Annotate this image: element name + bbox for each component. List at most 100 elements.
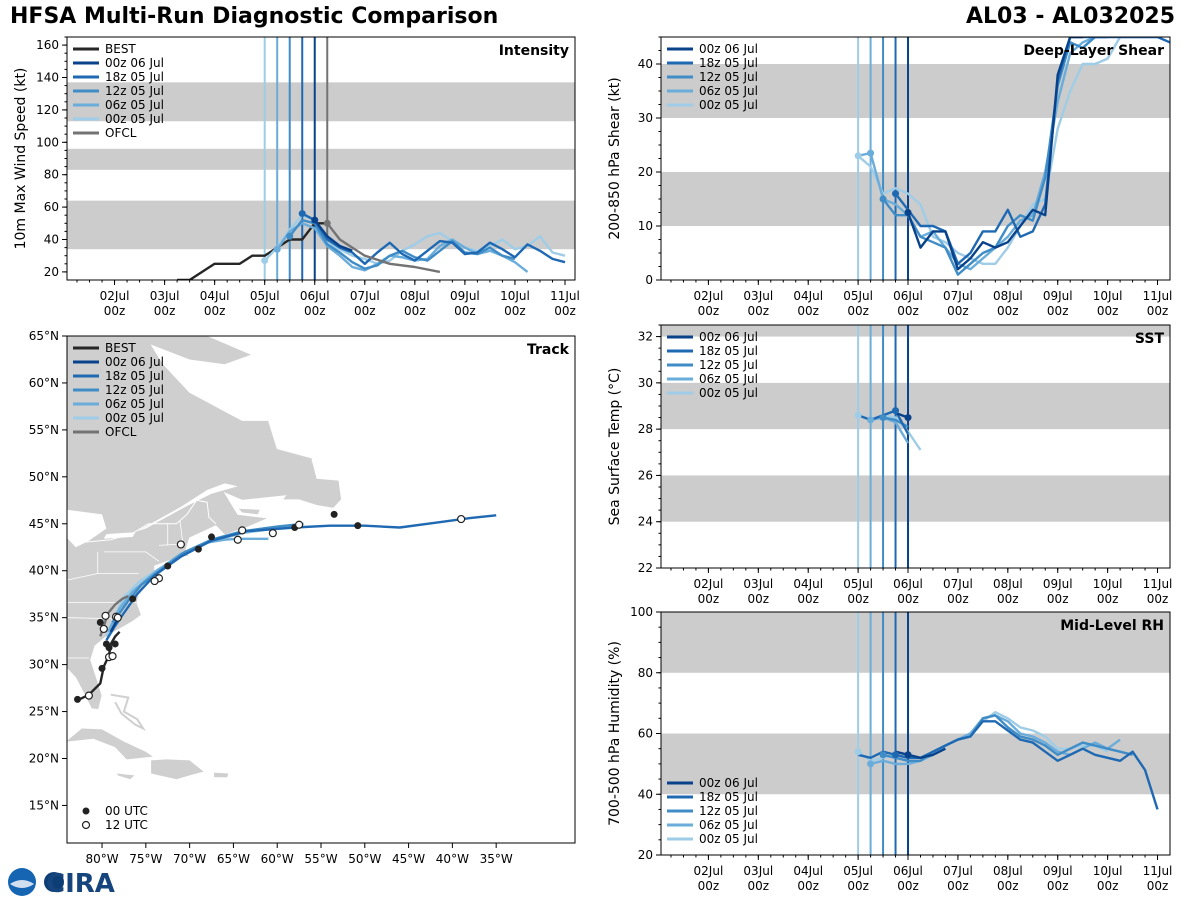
rh-xtick-hour: 00z bbox=[1147, 879, 1169, 893]
track-xtick-label: 50°W bbox=[348, 852, 381, 866]
shear-ytick-label: 20 bbox=[638, 165, 653, 179]
intensity-series-ofcl bbox=[326, 222, 441, 274]
sst-band-2 bbox=[661, 325, 1170, 337]
track-point-00utc bbox=[105, 644, 113, 652]
sst-xtick-hour: 00z bbox=[1097, 592, 1119, 605]
track-point-00utc bbox=[194, 545, 202, 553]
rh-ytick-label: 60 bbox=[638, 727, 653, 741]
rh-band-1 bbox=[661, 612, 1170, 673]
shear-xtick-hour: 00z bbox=[797, 304, 819, 318]
rh-legend-label-00z-05-jul: 00z 05 Jul bbox=[699, 832, 758, 846]
rh-xtick-hour: 00z bbox=[1047, 879, 1069, 893]
track-ytick-label: 60°N bbox=[29, 376, 59, 390]
sst-legend-label-12z-05-jul: 12z 05 Jul bbox=[699, 358, 758, 372]
intensity-legend-label-best: BEST bbox=[105, 42, 136, 56]
rh-xtick-day: 08Jul bbox=[993, 864, 1023, 878]
sst-xtick-hour: 00z bbox=[1047, 592, 1069, 605]
rh-xtick-day: 11Jul bbox=[1143, 864, 1173, 878]
track-point-12utc bbox=[176, 540, 185, 549]
sst-xtick-day: 05Jul bbox=[843, 577, 873, 591]
sst-band-1 bbox=[661, 382, 1170, 430]
jamaica-land bbox=[116, 773, 135, 780]
track-xtick-label: 80°W bbox=[85, 852, 118, 866]
intensity-ytick-label: 80 bbox=[44, 168, 59, 182]
track-point-00utc bbox=[74, 695, 82, 703]
sst-ytick-label: 26 bbox=[638, 468, 653, 482]
intensity-ytick-label: 120 bbox=[36, 103, 59, 117]
track-ytick-label: 65°N bbox=[29, 330, 59, 343]
sst-legend-label-18z-05-jul: 18z 05 Jul bbox=[699, 344, 758, 358]
sst-xtick-hour: 00z bbox=[897, 592, 919, 605]
legend-marker-12utc-icon bbox=[81, 820, 91, 830]
baffin-land bbox=[128, 336, 251, 365]
intensity-xtick-hour: 00z bbox=[404, 304, 426, 318]
shear-title: Deep-Layer Shear bbox=[1023, 43, 1164, 59]
rh-xtick-hour: 00z bbox=[1097, 879, 1119, 893]
rh-init-marker-00z-06-jul bbox=[904, 751, 912, 759]
track-point-12utc bbox=[99, 624, 108, 634]
shear-xtick-day: 10Jul bbox=[1093, 289, 1123, 303]
shear-xtick-hour: 00z bbox=[1147, 304, 1169, 318]
shear-xtick-day: 05Jul bbox=[843, 289, 873, 303]
shear-legend-label-06z-05-jul: 06z 05 Jul bbox=[699, 84, 758, 98]
track-ytick-label: 45°N bbox=[29, 517, 59, 531]
intensity-xtick-day: 11Jul bbox=[550, 289, 580, 303]
legend-marker-00utc-icon bbox=[82, 807, 90, 815]
intensity-xtick-day: 10Jul bbox=[500, 289, 530, 303]
track-point-00utc bbox=[98, 664, 106, 672]
track-ytick-label: 40°N bbox=[29, 564, 59, 578]
track-point-12utc bbox=[108, 652, 117, 661]
rh-legend-label-12z-05-jul: 12z 05 Jul bbox=[699, 804, 758, 818]
rh-legend-label-06z-05-jul: 06z 05 Jul bbox=[699, 818, 758, 832]
track-ytick-label: 20°N bbox=[29, 752, 59, 766]
sst-xtick-day: 03Jul bbox=[743, 577, 773, 591]
sst-legend-label-00z-05-jul: 00z 05 Jul bbox=[699, 386, 758, 400]
hispaniola-land bbox=[151, 759, 204, 780]
rh-ytick-label: 20 bbox=[638, 848, 653, 862]
sst-legend-label-06z-05-jul: 06z 05 Jul bbox=[699, 372, 758, 386]
shear-xtick-hour: 00z bbox=[947, 304, 969, 318]
track-title: Track bbox=[527, 342, 570, 358]
sst-xtick-day: 09Jul bbox=[1043, 577, 1073, 591]
rh-init-marker-18z-05-jul bbox=[892, 751, 900, 759]
sst-ylabel: Sea Surface Temp (°C) bbox=[607, 368, 623, 526]
track-legend-label-best: BEST bbox=[105, 341, 136, 355]
track-point-12utc bbox=[101, 611, 110, 620]
rh-xtick-day: 05Jul bbox=[843, 864, 873, 878]
rh-ylabel: 700-500 hPa Humidity (%) bbox=[607, 641, 623, 826]
sst-xtick-hour: 00z bbox=[997, 592, 1019, 605]
intensity-xtick-hour: 00z bbox=[204, 304, 226, 318]
shear-plot-area bbox=[661, 37, 1170, 280]
cira-globe-icon bbox=[44, 872, 64, 892]
shear-xtick-hour: 00z bbox=[698, 304, 720, 318]
intensity-xtick-day: 03Jul bbox=[150, 289, 180, 303]
track-xtick-label: 40°W bbox=[436, 852, 469, 866]
rh-series-00z-06-jul bbox=[895, 747, 946, 760]
track-xtick-label: 65°W bbox=[217, 852, 250, 866]
track-xtick-label: 35°W bbox=[480, 852, 513, 866]
track-ytick-label: 15°N bbox=[29, 798, 59, 812]
sst-xtick-day: 07Jul bbox=[943, 577, 973, 591]
track-point-00utc bbox=[208, 533, 216, 541]
shear-panel: 01020304002Jul00z03Jul00z04Jul00z05Jul00… bbox=[607, 36, 1172, 318]
intensity-xtick-day: 09Jul bbox=[450, 289, 480, 303]
sst-xtick-hour: 00z bbox=[947, 592, 969, 605]
rh-xtick-day: 10Jul bbox=[1093, 864, 1123, 878]
rh-panel: 2040608010002Jul00z03Jul00z04Jul00z05Jul… bbox=[607, 605, 1173, 893]
newfoundland-land bbox=[283, 461, 342, 508]
state-boundary-4 bbox=[103, 551, 160, 562]
track-xtick-label: 75°W bbox=[129, 852, 162, 866]
intensity-ytick-label: 60 bbox=[44, 200, 59, 214]
intensity-init-marker-12z-05-jul bbox=[286, 232, 294, 240]
intensity-series-06z-05-jul bbox=[276, 222, 529, 273]
track-legend-label-12z-05-jul: 12z 05 Jul bbox=[105, 383, 164, 397]
track-ytick-label: 30°N bbox=[29, 658, 59, 672]
sst-xtick-hour: 00z bbox=[1147, 592, 1169, 605]
track-point-12utc bbox=[457, 514, 466, 524]
shear-xtick-hour: 00z bbox=[997, 304, 1019, 318]
track-point-00utc bbox=[354, 522, 362, 530]
intensity-xtick-day: 02Jul bbox=[100, 289, 130, 303]
main-title: HFSA Multi-Run Diagnostic Comparison bbox=[10, 4, 499, 29]
intensity-xtick-hour: 00z bbox=[354, 304, 376, 318]
track-xtick-label: 70°W bbox=[173, 852, 206, 866]
